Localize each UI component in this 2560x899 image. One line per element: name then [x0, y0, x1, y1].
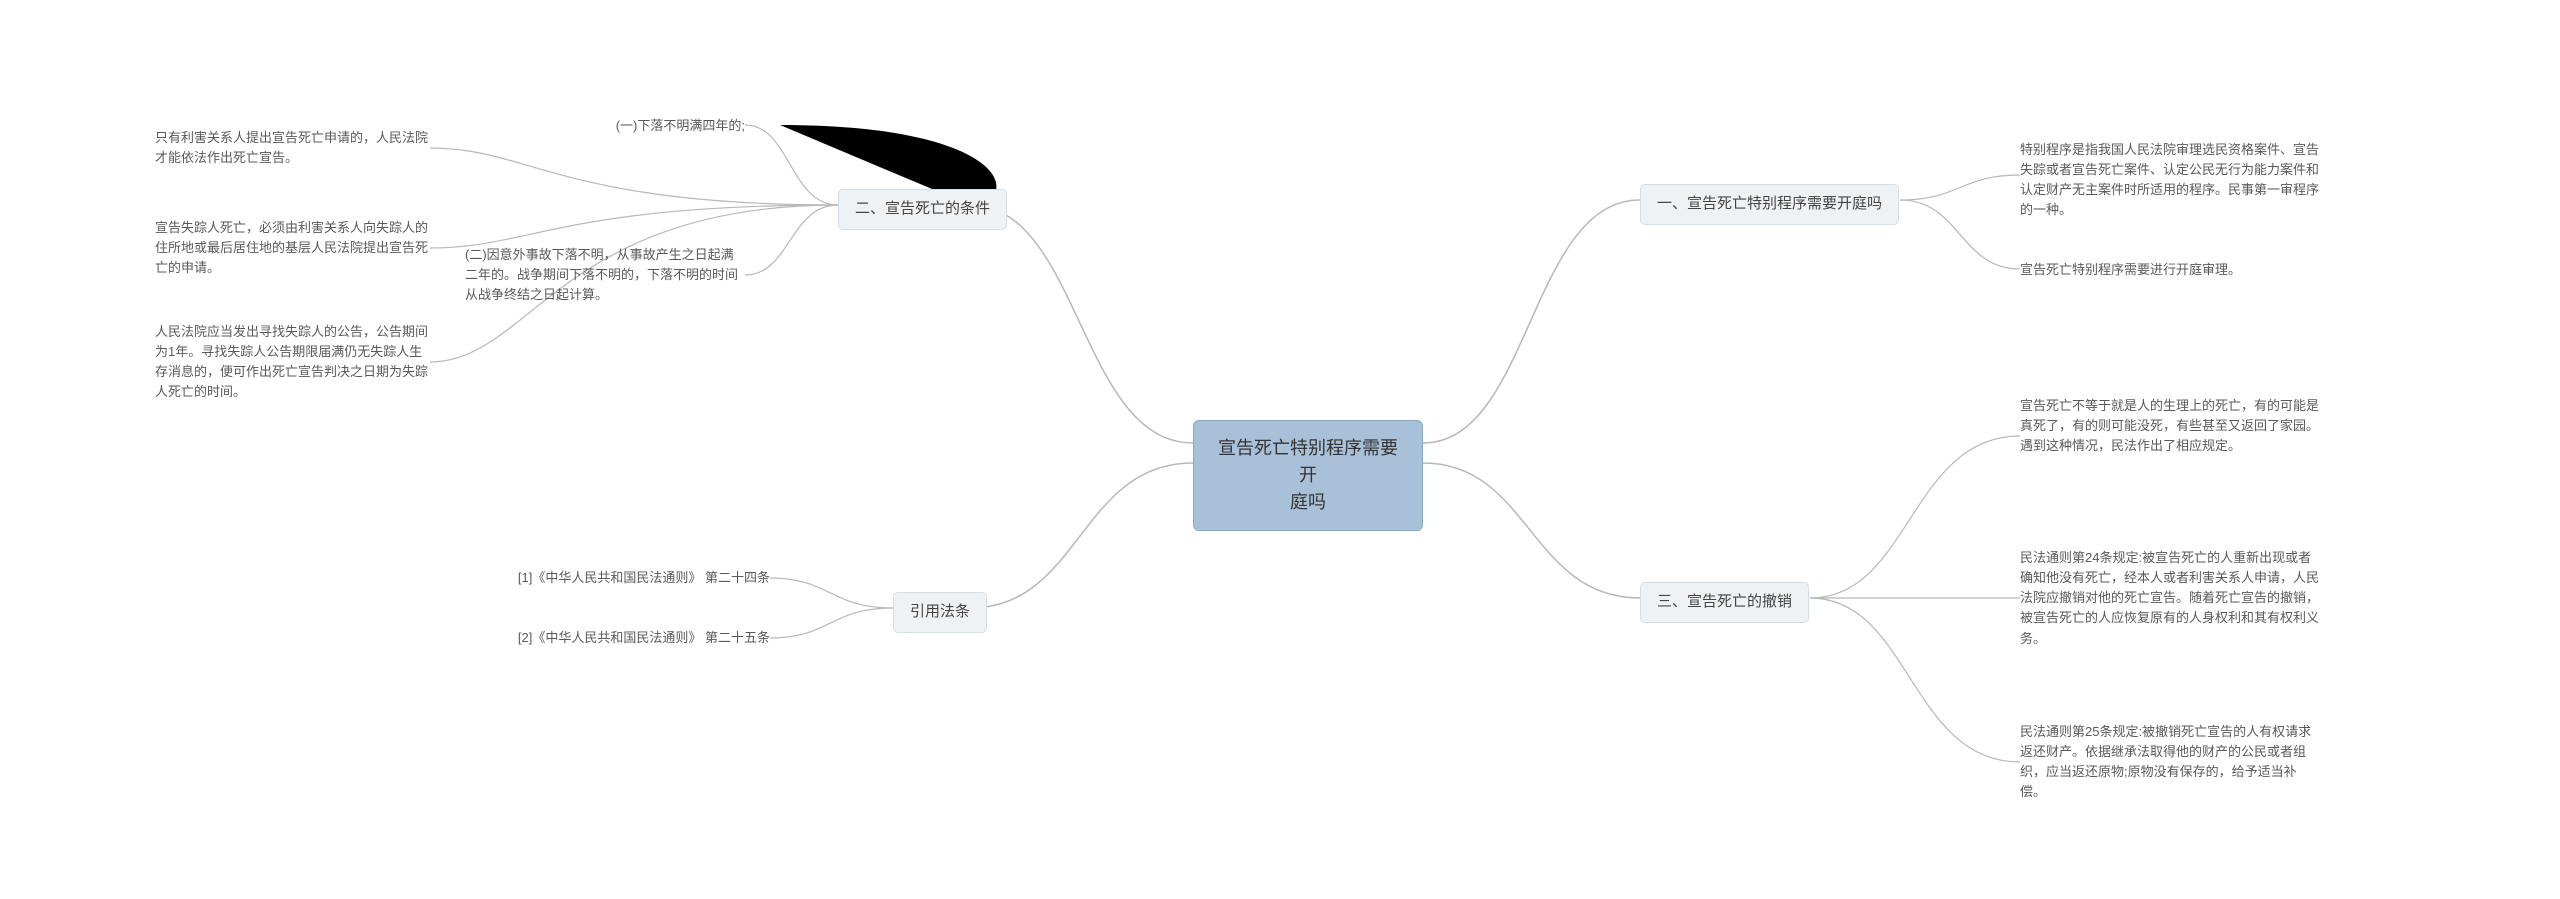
leaf-l2-1: [2]《中华人民共和国民法通则》 第二十五条 — [480, 628, 770, 648]
root-line1: 宣告死亡特别程序需要开 — [1214, 435, 1402, 489]
branch-left-1-label: 二、宣告死亡的条件 — [855, 200, 990, 217]
leaf-r1-0: 特别程序是指我国人民法院审理选民资格案件、宣告失踪或者宣告死亡案件、认定公民无行… — [2020, 140, 2320, 221]
root-node: 宣告死亡特别程序需要开 庭吗 — [1193, 420, 1423, 531]
leaf-l1l-0: 只有利害关系人提出宣告死亡申请的，人民法院才能依法作出死亡宣告。 — [155, 128, 430, 168]
root-line2: 庭吗 — [1214, 489, 1402, 516]
leaf-r1-1: 宣告死亡特别程序需要进行开庭审理。 — [2020, 260, 2320, 280]
leaf-r2-1: 民法通则第24条规定:被宣告死亡的人重新出现或者确知他没有死亡，经本人或者利害关… — [2020, 548, 2320, 649]
branch-left-2: 引用法条 — [893, 592, 987, 633]
branch-right-2: 三、宣告死亡的撤销 — [1640, 582, 1809, 623]
leaf-l1l-1: 宣告失踪人死亡，必须由利害关系人向失踪人的住所地或最后居住地的基层人民法院提出宣… — [155, 218, 430, 278]
leaf-l1r-1: (二)因意外事故下落不明，从事故产生之日起满二年的。战争期间下落不明的，下落不明… — [465, 245, 745, 305]
leaf-l1l-2: 人民法院应当发出寻找失踪人的公告，公告期间为1年。寻找失踪人公告期限届满仍无失踪… — [155, 322, 430, 403]
leaf-l2-0: [1]《中华人民共和国民法通则》 第二十四条 — [480, 568, 770, 588]
branch-right-1: 一、宣告死亡特别程序需要开庭吗 — [1640, 184, 1899, 225]
leaf-r2-0: 宣告死亡不等于就是人的生理上的死亡，有的可能是真死了，有的则可能没死，有些甚至又… — [2020, 396, 2320, 456]
leaf-r2-2: 民法通则第25条规定:被撤销死亡宣告的人有权请求返还财产。依据继承法取得他的财产… — [2020, 722, 2320, 803]
branch-right-1-label: 一、宣告死亡特别程序需要开庭吗 — [1657, 195, 1882, 212]
branch-left-1: 二、宣告死亡的条件 — [838, 189, 1007, 230]
branch-left-2-label: 引用法条 — [910, 603, 970, 620]
branch-right-2-label: 三、宣告死亡的撤销 — [1657, 593, 1792, 610]
leaf-l1r-0: (一)下落不明满四年的; — [465, 116, 745, 136]
